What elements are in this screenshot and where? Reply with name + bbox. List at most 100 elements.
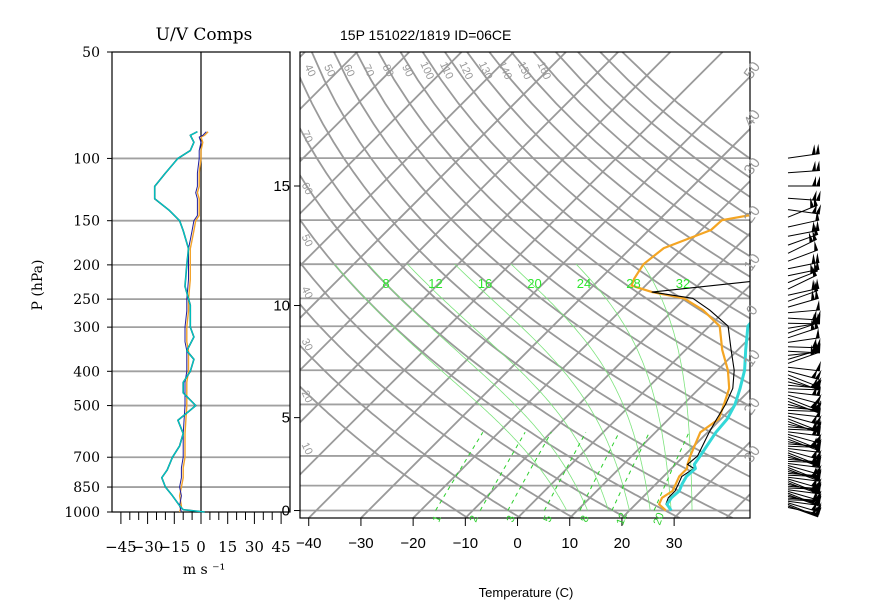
left-line-label: 30: [299, 337, 315, 353]
right-line-label: 10: [741, 347, 764, 370]
wind-barb-staff: [787, 438, 819, 451]
wind-barb-pennant: [815, 259, 820, 271]
wind-barb-staff: [787, 274, 818, 290]
wind-barb-pennant: [815, 220, 820, 231]
wind-barb-pennant: [814, 421, 822, 431]
wind-barb-staff: [787, 505, 819, 518]
wind-barb: [787, 464, 822, 475]
wind-barb-staff: [787, 350, 820, 354]
moist-adiabat-label: 28: [626, 276, 640, 291]
uv-y-tick-label: 850: [73, 480, 100, 496]
wind-barb: [787, 230, 817, 254]
wind-barb-pennant: [811, 221, 816, 232]
moist-adiabat: [334, 263, 568, 511]
isentrope-label: 50: [321, 63, 337, 79]
wind-barb-staff: [787, 482, 819, 495]
wind-barb-pennant: [810, 378, 818, 389]
moist-adiabat-label: 20: [527, 276, 541, 291]
isentrope-label: 130: [476, 60, 495, 82]
uv-y-tick-label: 700: [73, 450, 100, 466]
wind-barb-pennant: [815, 360, 821, 371]
wind-barb-staff: [787, 268, 820, 277]
wind-barb: [787, 327, 820, 343]
right-line-label: 20: [741, 203, 764, 226]
isentrope-label: 160: [534, 60, 553, 82]
wind-barb: [787, 240, 819, 262]
uv-series-line-3: [154, 131, 205, 513]
wind-barb-staff: [787, 270, 818, 284]
wind-barb-pennant: [810, 421, 818, 432]
isentrope-label: 100: [417, 60, 436, 82]
wind-barb-staff: [787, 169, 820, 174]
uv-x-tick-label: −45: [105, 538, 137, 556]
uv-y-tick-label: 200: [73, 258, 100, 274]
uv-components-panel: 501001502002503004005007008501000−45−30−…: [64, 45, 290, 556]
wind-barb-staff: [787, 233, 819, 246]
wind-barb-staff: [787, 421, 819, 434]
wind-barb-pennant: [811, 279, 816, 291]
wind-barb-pennant: [814, 400, 822, 410]
mixing-ratio-label: 12: [614, 511, 629, 527]
dry-adiabat: [300, 302, 575, 518]
uv-series-line-1: [179, 131, 207, 513]
uv-y-tick-label: 1000: [64, 505, 100, 521]
wind-barb: [787, 160, 820, 174]
wind-barb-staff: [787, 374, 818, 387]
wind-barb-staff: [787, 480, 818, 494]
wind-barb: [787, 337, 821, 349]
skewt-x-axis-label: Temperature (C): [479, 585, 574, 600]
wind-barb-staff: [787, 448, 820, 453]
wind-barb-staff: [787, 436, 818, 450]
uv-x-axis-label: m s ⁻¹: [183, 562, 225, 578]
wind-barb-pennant: [811, 337, 817, 348]
wind-barb-staff: [787, 492, 818, 506]
wind-barb-staff: [787, 229, 820, 237]
dry-adiabat: [300, 385, 469, 518]
wind-barb: [787, 299, 820, 314]
dry-adiabat: [399, 52, 750, 363]
moist-adiabat-label: 16: [478, 276, 492, 291]
moist-adiabat: [575, 263, 672, 511]
wind-barb-pennant: [815, 204, 822, 215]
right-line-label: 50: [741, 59, 764, 82]
wind-barb-staff: [787, 346, 820, 349]
isotherm: [300, 52, 619, 372]
isentrope-label: 40: [302, 63, 318, 79]
isotherm: [300, 52, 567, 320]
wind-barb: [787, 261, 818, 284]
skewt-plot-area: [300, 52, 750, 518]
height-tick-label: 0: [282, 503, 290, 520]
mixing-ratio-label: 20: [651, 511, 666, 527]
uv-y-tick-label: 50: [82, 45, 100, 61]
temperature-tick-label: 0: [513, 535, 521, 552]
dry-adiabat: [333, 52, 750, 431]
wind-barb: [787, 220, 820, 237]
wind-barb-staff: [787, 238, 817, 254]
dry-adiabat: [300, 261, 628, 518]
wind-barb-staff: [787, 322, 821, 325]
wind-barb-pennant: [814, 449, 822, 460]
uv-y-tick-label: 150: [73, 214, 100, 230]
uv-series-line-0: [178, 131, 209, 513]
temperature-tick-label: −30: [348, 535, 373, 552]
isentrope-label: 80: [380, 63, 396, 79]
uv-y-tick-label: 100: [73, 151, 100, 167]
wind-barb-staff: [787, 309, 820, 314]
dry-adiabat: [300, 126, 750, 503]
moist-adiabat-label: 8: [382, 276, 389, 291]
left-line-label: 20: [299, 389, 315, 405]
uv-y-tick-label: 250: [73, 292, 100, 308]
mixing-ratio-line: [435, 432, 484, 511]
wind-barb-staff: [787, 209, 820, 215]
dry-adiabat: [300, 344, 522, 518]
wind-barbs: [787, 143, 822, 518]
wind-barb: [787, 143, 820, 159]
wind-barb-pennant: [814, 502, 822, 512]
wind-barb: [787, 309, 821, 321]
wind-barb-pennant: [815, 414, 822, 425]
wind-barb: [787, 490, 822, 501]
wind-barb: [787, 278, 820, 296]
dry-adiabat: [466, 52, 750, 299]
wind-barb-staff: [787, 289, 819, 302]
